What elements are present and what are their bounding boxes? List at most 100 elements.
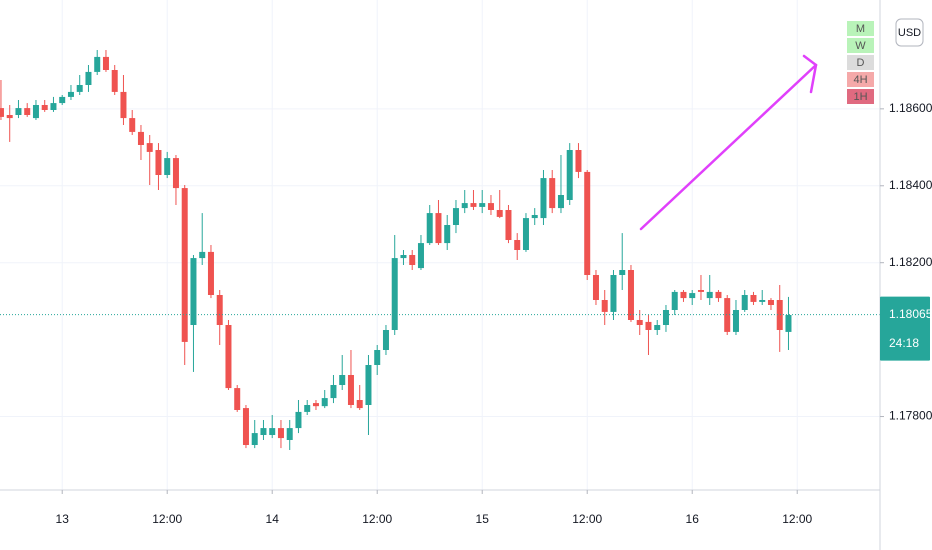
x-tick-label: 12:00: [572, 512, 602, 526]
candle-body: [225, 325, 232, 389]
countdown-label: 24:18: [889, 336, 919, 350]
candle-body: [347, 375, 354, 405]
candle-body: [470, 203, 477, 207]
candle-body: [619, 270, 626, 275]
candle-body: [339, 375, 346, 385]
candle-body: [671, 291, 678, 310]
candle-body: [426, 213, 433, 244]
last-price-box: [880, 296, 930, 361]
candle-body: [400, 255, 407, 259]
candle-body: [592, 275, 599, 300]
candle-body: [636, 320, 643, 325]
candle-body: [759, 300, 766, 302]
candle-body: [137, 131, 144, 145]
timeframe-badge[interactable]: [847, 55, 874, 70]
candle-body: [172, 158, 179, 189]
candle-body: [59, 96, 66, 104]
candle-body: [584, 171, 591, 275]
timeframe-label: M: [856, 23, 865, 35]
candle-body: [662, 310, 669, 325]
timeframe-badge[interactable]: [847, 21, 874, 36]
candle-body: [654, 325, 661, 330]
candle-body: [111, 70, 118, 92]
candle-body: [102, 56, 109, 70]
y-tick-label: 1.18400: [889, 178, 932, 192]
timeframe-label: D: [857, 57, 865, 69]
candle-body: [505, 210, 512, 240]
candle-body: [155, 150, 162, 175]
candle-body: [601, 300, 608, 312]
candle-body: [776, 300, 783, 330]
timeframe-badge[interactable]: [847, 72, 874, 87]
candle-body: [750, 295, 757, 302]
candle-body: [689, 293, 696, 299]
x-tick-label: 15: [476, 512, 490, 526]
candle-body: [566, 150, 573, 200]
candle-body: [627, 270, 634, 320]
x-tick-label: 12:00: [782, 512, 812, 526]
y-tick-label: 1.17800: [889, 409, 932, 423]
arrow-head: [802, 54, 818, 94]
axis-labels: 13 12:00 14 12:00 15 12:00 16 12:00 1.18600 1.184…: [56, 21, 932, 526]
candle-body: [50, 103, 57, 110]
timeframe-badge[interactable]: [847, 89, 874, 104]
candle-body: [365, 365, 372, 405]
timeframe-badge[interactable]: [847, 38, 874, 53]
candles: [0, 50, 880, 450]
candle-body: [461, 203, 468, 209]
candle-body: [697, 290, 704, 292]
candle-body: [286, 428, 293, 440]
grid: [0, 0, 880, 490]
candle-body: [94, 56, 101, 72]
candle-body: [444, 225, 451, 244]
last-price-label: 1.18065: [889, 307, 932, 321]
candle-body: [724, 298, 731, 332]
x-tick-label: 14: [266, 512, 280, 526]
candle-body: [514, 240, 521, 250]
candle-body: [435, 213, 442, 244]
candle-body: [312, 403, 319, 407]
x-tick-label: 13: [56, 512, 70, 526]
candle-body: [321, 398, 328, 407]
candle-body: [522, 218, 529, 250]
candle-body: [409, 255, 416, 265]
candle-body: [41, 105, 48, 110]
trend-arrow: [639, 54, 818, 231]
candle-body: [85, 71, 92, 85]
candle-body: [260, 428, 267, 435]
timeframe-label: 1H: [853, 91, 867, 103]
currency-box[interactable]: [895, 18, 924, 47]
arrow-line: [639, 63, 818, 231]
candle-body: [496, 210, 503, 217]
candle-body: [295, 411, 302, 429]
candle-body: [741, 295, 748, 310]
candle-body: [242, 408, 249, 445]
candle-body: [549, 178, 556, 209]
candle-body: [234, 388, 241, 410]
candle-body: [129, 118, 136, 132]
candle-body: [330, 385, 337, 399]
candle-body: [356, 400, 363, 409]
candle-body: [531, 215, 538, 219]
candle-body: [479, 203, 486, 207]
y-tick-label: 1.18600: [889, 101, 932, 115]
candle-body: [557, 195, 564, 209]
candle-body: [216, 295, 223, 325]
candle-body: [706, 291, 713, 299]
y-tick-label: 1.18200: [889, 255, 932, 269]
candle-body: [199, 251, 206, 259]
candle-body: [575, 150, 582, 172]
candle-body: [0, 108, 4, 117]
candle-body: [767, 300, 774, 305]
candle-body: [610, 275, 617, 312]
candle-body: [207, 251, 214, 295]
candle-body: [680, 291, 687, 299]
candle-body: [164, 158, 171, 175]
candle-body: [452, 208, 459, 225]
timeframe-label: W: [855, 40, 866, 52]
timeframe-label: 4H: [853, 74, 867, 86]
candle-body: [32, 105, 39, 119]
x-tick-label: 12:00: [152, 512, 182, 526]
candle-body: [645, 321, 652, 330]
